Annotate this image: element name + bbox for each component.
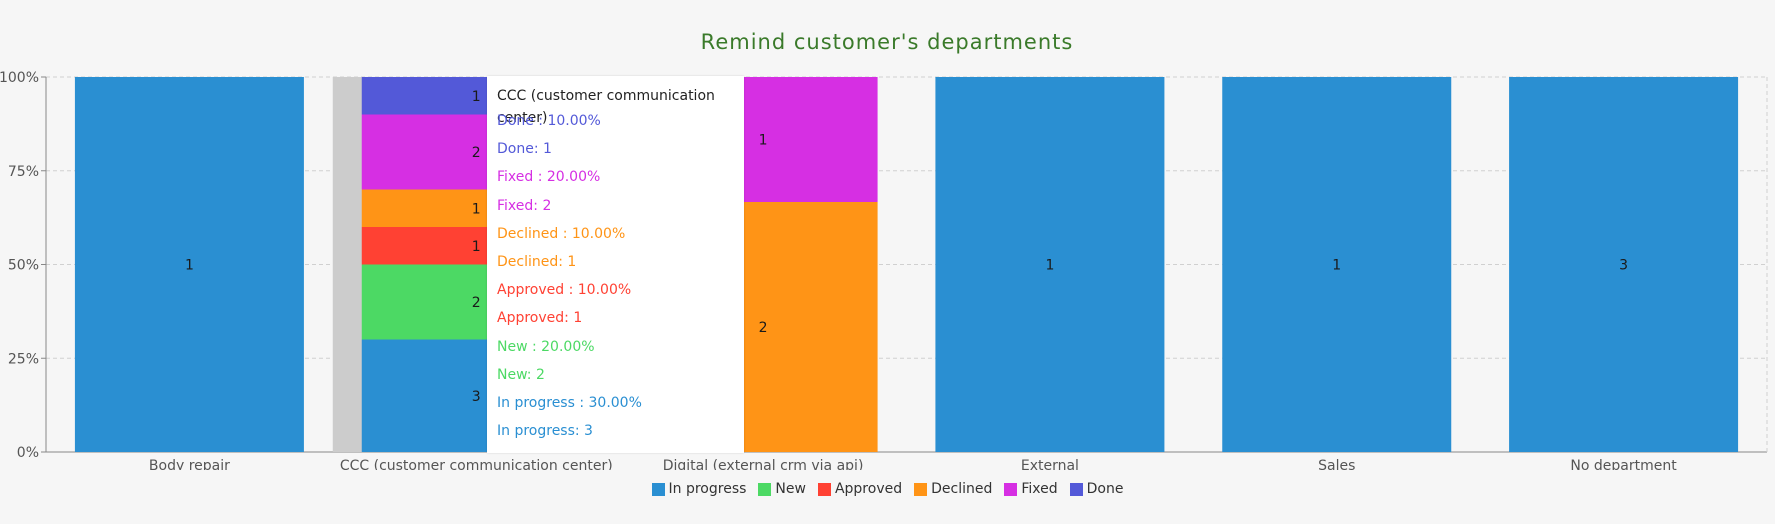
grid-layer: [46, 76, 1768, 453]
y-tick-label: 25%: [8, 351, 39, 367]
tooltip-line: Declined: 1: [497, 253, 577, 270]
data-label: 2: [759, 320, 768, 336]
data-label: 1: [472, 239, 481, 255]
legend-item[interactable]: Done: [1069, 481, 1124, 497]
legend-swatch: [758, 482, 772, 496]
legend-item[interactable]: Approved: [817, 481, 903, 497]
labels-layer: 1 3 2 1 1 2 1 2 1 1 1 3: [185, 89, 1628, 405]
axis-layer: 0% 25% 50% 75% 100% Body repair CCC (customer …: [0, 70, 1677, 470]
bar-segment[interactable]: [1222, 77, 1452, 452]
legend-label: Fixed: [1021, 481, 1058, 497]
legend-label: Declined: [931, 481, 993, 497]
chart-title: Remind customer's departments: [701, 30, 1074, 54]
chart-canvas: Remind customer's departments 0% 25% 50% 75…: [0, 30, 1768, 470]
data-label: 1: [472, 201, 481, 217]
tooltip: CCC (customer communication center) Done…: [487, 76, 744, 453]
bar-segment[interactable]: [74, 77, 304, 452]
data-label: 1: [759, 133, 768, 149]
tooltip-lines: Done : 10.00% Done: 1 Fixed : 20.00% Fixed:…: [497, 107, 734, 445]
legend-item[interactable]: New: [758, 481, 806, 497]
y-tick-label: 100%: [0, 70, 39, 86]
tooltip-line: New : 20.00%: [497, 338, 595, 355]
tooltip-line: In progress: 3: [497, 423, 593, 440]
x-tick-label: CCC (customer communication center): [340, 458, 613, 470]
legend-swatch: [651, 482, 665, 496]
data-label: 1: [472, 89, 481, 105]
data-label: 2: [472, 145, 481, 161]
legend-item[interactable]: Declined: [914, 481, 992, 497]
legend-swatch: [817, 482, 831, 496]
data-label: 1: [1332, 258, 1341, 274]
y-tick-label: 0%: [17, 445, 39, 461]
tooltip-line: New: 2: [497, 366, 545, 383]
x-tick-label: Digital (external crm via api): [663, 458, 864, 470]
legend-label: Approved: [834, 481, 903, 497]
chart-legend: In progress New Approved Declined Fixed Done: [0, 481, 1775, 497]
x-tick-label: Body repair: [149, 458, 230, 470]
y-tick-label: 75%: [8, 164, 39, 180]
tooltip-line: Declined : 10.00%: [497, 225, 626, 242]
data-label: 1: [1045, 258, 1054, 274]
data-label: 3: [472, 389, 481, 405]
x-tick-label: Sales: [1318, 458, 1355, 470]
data-label: 2: [472, 295, 481, 311]
tooltip-line: Approved: 1: [497, 310, 583, 327]
tooltip-line: Approved : 10.00%: [497, 282, 632, 299]
y-tick-label: 50%: [8, 258, 39, 274]
legend-swatch: [914, 482, 928, 496]
tooltip-line: Done: 1: [497, 141, 552, 158]
legend-label: In progress: [668, 481, 747, 497]
legend-item[interactable]: Fixed: [1004, 481, 1058, 497]
tooltip-title: CCC (customer communication center): [497, 88, 715, 126]
bar-segment[interactable]: [1509, 77, 1739, 452]
legend-swatch: [1069, 482, 1083, 496]
tooltip-line: Done : 10.00%: [497, 113, 601, 129]
tooltip-line: Fixed : 20.00%: [497, 169, 601, 186]
tooltip-line: In progress : 30.00%: [497, 394, 642, 411]
legend-label: Done: [1086, 481, 1124, 497]
tooltip-line: Fixed: 2: [497, 197, 552, 214]
legend-swatch: [1004, 482, 1018, 496]
bar-segment[interactable]: [935, 77, 1165, 452]
data-label: 1: [185, 258, 194, 274]
legend-item[interactable]: In progress: [651, 481, 747, 497]
legend-label: New: [775, 481, 806, 497]
data-label: 3: [1619, 258, 1628, 274]
x-tick-label: No department: [1570, 458, 1677, 470]
x-tick-label: External: [1021, 458, 1079, 470]
